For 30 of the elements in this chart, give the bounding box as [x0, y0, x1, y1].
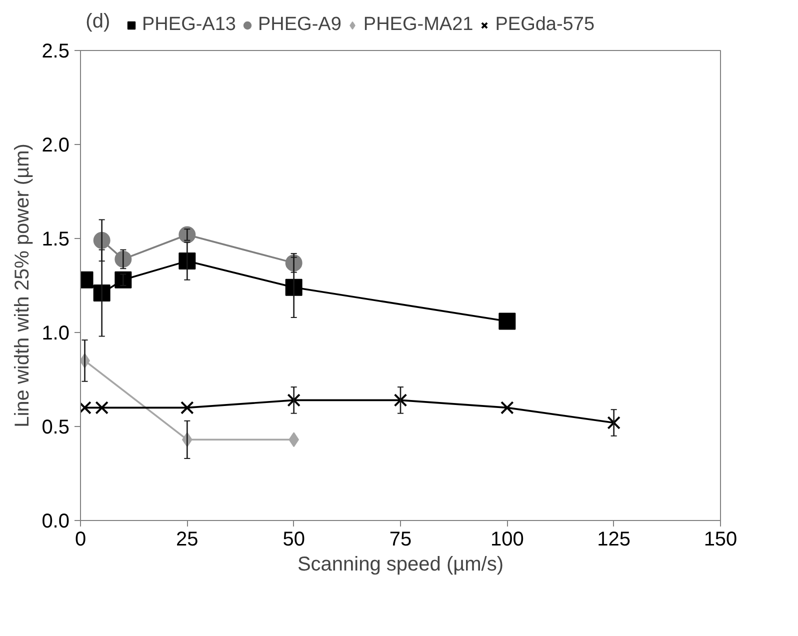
y-tick-label: 2.0 [42, 134, 70, 156]
x-tick-label: 150 [704, 528, 738, 550]
y-tick-label: 1.5 [42, 228, 70, 250]
x-tick-label: 125 [597, 528, 631, 550]
y-tick-label: 1.0 [42, 322, 70, 344]
x-tick-label: 50 [282, 528, 305, 550]
point [95, 401, 108, 414]
y-tick-label: 0.0 [42, 510, 70, 532]
y-axis-title: Line width with 25% power (µm) [12, 144, 34, 428]
text: (d) [86, 10, 110, 32]
x-tick-label: 75 [389, 528, 412, 550]
point [607, 416, 620, 430]
legend-label: PEGda-575 [495, 14, 595, 36]
point [178, 252, 196, 270]
point [180, 401, 194, 414]
point [498, 312, 516, 330]
legend-label: PHEG-A13 [142, 14, 236, 36]
point [285, 278, 302, 296]
y-tick-label: 0.5 [42, 416, 70, 438]
x-tick-label: 25 [176, 528, 198, 550]
point [500, 401, 514, 414]
x-tick-label: 0 [74, 528, 86, 550]
point [394, 394, 408, 407]
point [287, 394, 300, 407]
legend-label: PHEG-A9 [258, 14, 342, 36]
legend-label: PHEG-MA21 [363, 14, 474, 36]
x-tick-label: 100 [490, 528, 524, 550]
x-axis-title: Scanning speed (µm/s) [297, 554, 504, 576]
point [93, 284, 110, 302]
y-tick-label: 2.5 [42, 40, 70, 62]
